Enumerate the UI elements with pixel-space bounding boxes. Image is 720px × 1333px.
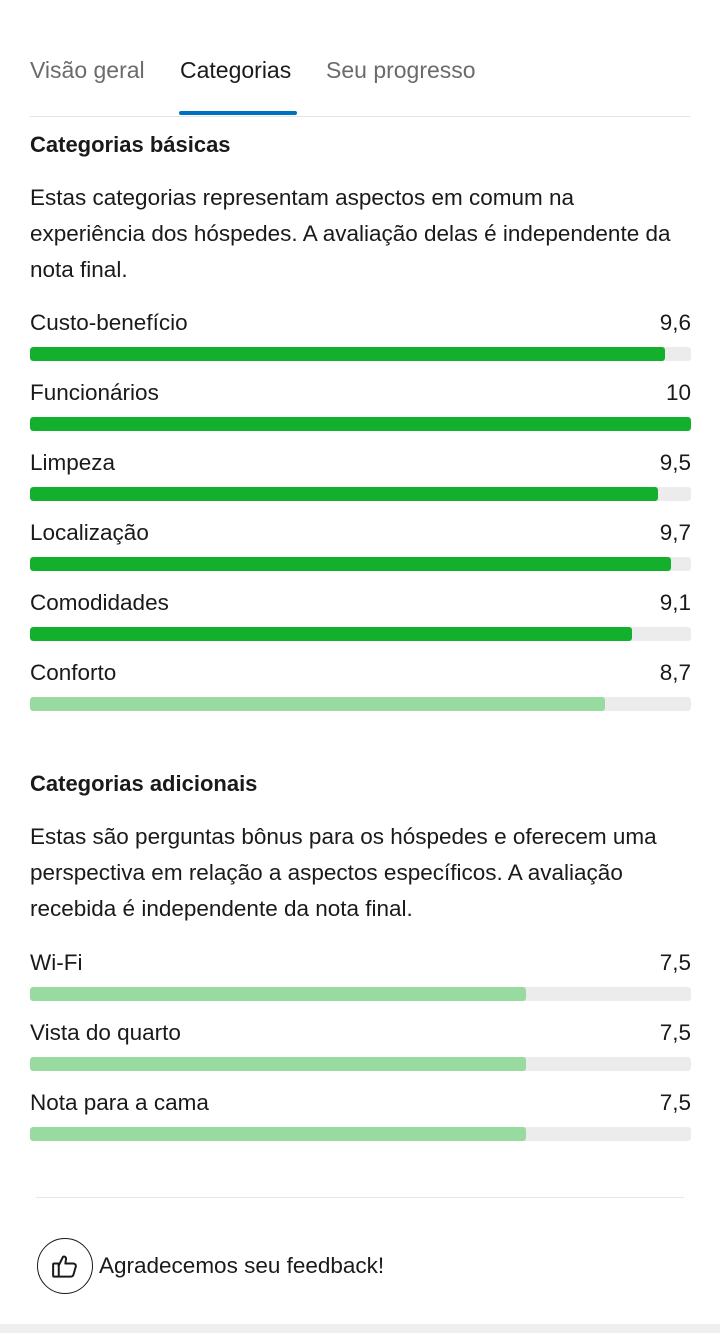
category-label: Localização xyxy=(30,520,149,545)
score-bar-fill xyxy=(30,627,632,641)
category-score: 7,5 xyxy=(659,1090,691,1115)
divider xyxy=(36,1197,684,1198)
score-bar-fill xyxy=(30,347,665,361)
category-label: Comodidades xyxy=(30,590,169,615)
category-row: Conforto 8,7 xyxy=(30,660,691,720)
thumbs-up-icon xyxy=(52,1255,77,1278)
category-score: 9,6 xyxy=(659,310,691,335)
score-bar-fill xyxy=(30,697,606,711)
score-bar-track xyxy=(30,347,691,361)
category-row: Comodidades 9,1 xyxy=(30,590,691,650)
score-bar-track xyxy=(30,627,691,641)
score-bar-fill xyxy=(30,1057,526,1071)
tab-bar: Visão geral Categorias Seu progresso xyxy=(30,0,690,117)
thumbs-up-button[interactable] xyxy=(37,1238,93,1294)
category-score: 9,1 xyxy=(659,590,691,615)
score-bar-track xyxy=(30,987,691,1001)
score-bar-fill xyxy=(30,1127,526,1141)
category-score: 10 xyxy=(665,380,691,405)
category-label: Limpeza xyxy=(30,450,116,475)
basic-categories-description: Estas categorias representam aspectos em… xyxy=(30,185,671,282)
tab-progress[interactable]: Seu progresso xyxy=(326,57,476,83)
category-label: Conforto xyxy=(30,660,117,685)
tab-categories[interactable]: Categorias xyxy=(180,57,292,83)
score-bar-track xyxy=(30,1127,691,1141)
score-bar-fill xyxy=(30,487,658,501)
category-score: 9,7 xyxy=(659,520,691,545)
category-label: Vista do quarto xyxy=(30,1020,181,1045)
category-row: Vista do quarto 7,5 xyxy=(30,1020,691,1080)
additional-categories-description: Estas são perguntas bônus para os hósped… xyxy=(30,824,657,921)
category-score: 9,5 xyxy=(659,450,691,475)
category-row: Nota para a cama 7,5 xyxy=(30,1090,691,1150)
category-row: Custo-benefício 9,6 xyxy=(30,310,691,370)
category-label: Custo-benefício xyxy=(30,310,188,335)
category-label: Wi-Fi xyxy=(30,950,83,975)
score-bar-track xyxy=(30,1057,691,1071)
score-bar-track xyxy=(30,697,691,711)
category-row: Limpeza 9,5 xyxy=(30,450,691,510)
additional-categories-title: Categorias adicionais xyxy=(30,771,258,796)
score-bar-fill xyxy=(30,417,691,431)
category-row: Funcionários 10 xyxy=(30,380,691,440)
score-bar-track xyxy=(30,417,691,431)
category-row: Wi-Fi 7,5 xyxy=(30,950,691,1010)
score-bar-fill xyxy=(30,557,672,571)
score-bar-fill xyxy=(30,987,526,1001)
category-score: 7,5 xyxy=(659,1020,691,1045)
score-bar-track xyxy=(30,487,691,501)
active-tab-indicator xyxy=(179,111,297,115)
basic-categories-title: Categorias básicas xyxy=(30,132,231,157)
category-score: 7,5 xyxy=(659,950,691,975)
category-label: Funcionários xyxy=(30,380,159,405)
feedback-message: Agradecemos seu feedback! xyxy=(99,1253,385,1278)
category-score: 8,7 xyxy=(659,660,691,685)
bottom-edge xyxy=(0,1324,720,1333)
score-bar-track xyxy=(30,557,691,571)
tab-overview[interactable]: Visão geral xyxy=(30,57,145,83)
category-row: Localização 9,7 xyxy=(30,520,691,580)
category-label: Nota para a cama xyxy=(30,1090,209,1115)
